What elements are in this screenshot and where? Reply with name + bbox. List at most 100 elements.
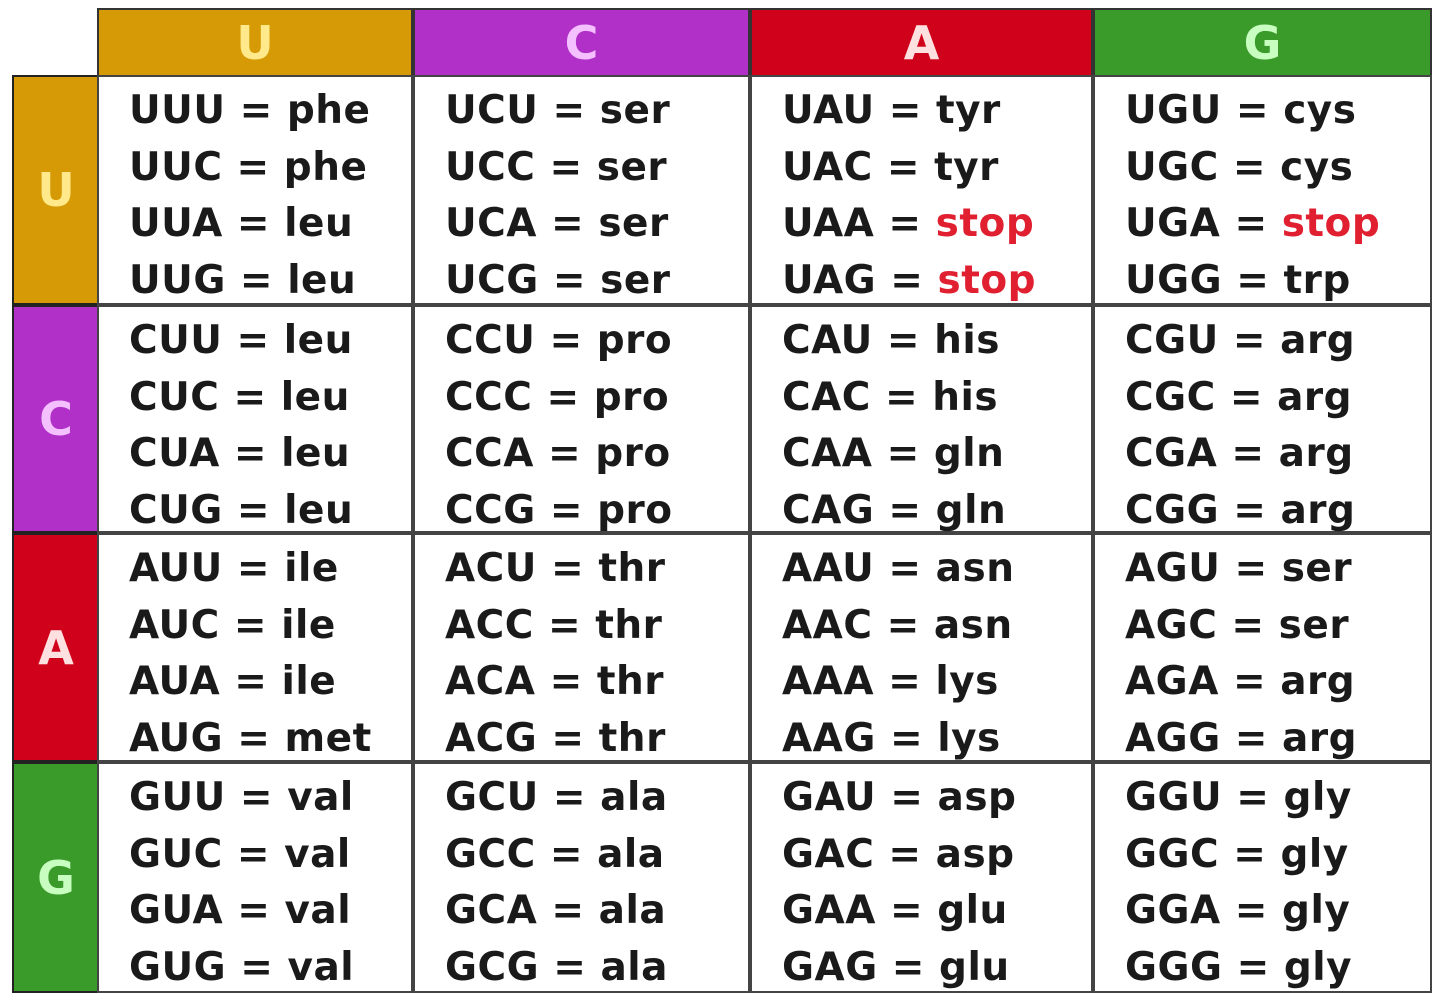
codon-entry: AGG = arg xyxy=(1125,711,1430,768)
codon: CAC = xyxy=(782,374,933,420)
amino-acid: ala xyxy=(600,944,668,990)
amino-acid: gly xyxy=(1280,831,1349,877)
codon-entry: GAC = asp xyxy=(782,827,1091,884)
codon-entry: GCC = ala xyxy=(445,827,748,884)
codon-entry: CUC = leu xyxy=(129,370,411,427)
amino-acid: gly xyxy=(1282,888,1351,933)
amino-acid: val xyxy=(287,775,354,820)
codon-entry: AUC = ile xyxy=(129,598,411,655)
codon: GGU = xyxy=(1125,775,1284,820)
codon-entry: GGC = gly xyxy=(1125,827,1430,884)
amino-acid: met xyxy=(284,715,372,761)
column-header-A: A xyxy=(750,8,1093,75)
amino-acid: asn xyxy=(933,602,1013,648)
codon-entry: UCC = ser xyxy=(445,140,748,197)
codon-entry: GCA = ala xyxy=(445,883,748,940)
amino-acid: asn xyxy=(935,546,1015,591)
codon: ACU = xyxy=(445,546,599,591)
codon: GAA = xyxy=(782,888,938,933)
row-header-U: U xyxy=(12,75,98,305)
amino-acid: arg xyxy=(1280,318,1356,363)
amino-acid: glu xyxy=(939,944,1010,990)
amino-acid: arg xyxy=(1278,431,1354,476)
codon: CAG = xyxy=(782,487,936,533)
codon: UAG = xyxy=(782,257,938,303)
codon-entry: CGA = arg xyxy=(1125,426,1430,483)
codon-cell: CCU = pro CCC = pro CCA = pro CCG = pro xyxy=(413,305,750,533)
codon: CGG = xyxy=(1125,487,1281,533)
codon: GAG = xyxy=(782,944,940,990)
stop-codon-label: stop xyxy=(1281,201,1381,246)
codon-entry: CGU = arg xyxy=(1125,313,1430,370)
amino-acid: lys xyxy=(937,715,1001,761)
codon-entry: UCA = ser xyxy=(445,196,748,253)
amino-acid: thr xyxy=(598,546,666,591)
codon: CUU = xyxy=(129,318,284,363)
codon: UGA = xyxy=(1125,201,1282,246)
amino-acid: cys xyxy=(1280,144,1354,190)
codon-entry: UGA = stop xyxy=(1125,196,1430,253)
codon: UGG = xyxy=(1125,257,1284,303)
codon-entry: AAG = lys xyxy=(782,711,1091,768)
amino-acid: ala xyxy=(598,888,667,933)
codon-entry: UGU = cys xyxy=(1125,83,1430,140)
amino-acid: arg xyxy=(1277,374,1353,420)
codon-entry: AAU = asn xyxy=(782,541,1091,598)
codon-entry: UGC = cys xyxy=(1125,140,1430,197)
codon-cell: UCU = ser UCC = ser UCA = ser UCG = ser xyxy=(413,75,750,305)
codon-entry: AUA = ile xyxy=(129,654,411,711)
codon-entry: GAU = asp xyxy=(782,770,1091,827)
stop-codon-label: stop xyxy=(935,201,1035,246)
codon: CCU = xyxy=(445,318,597,363)
codon: UCA = xyxy=(445,201,599,246)
codon: CCA = xyxy=(445,431,596,476)
codon-entry: UAG = stop xyxy=(782,253,1091,310)
amino-acid: gly xyxy=(1283,944,1353,990)
codon-entry: ACG = thr xyxy=(445,711,748,768)
codon-entry: AGU = ser xyxy=(1125,541,1430,598)
codon-cell: GCU = ala GCC = ala GCA = ala GCG = ala xyxy=(413,762,750,993)
amino-acid: trp xyxy=(1283,257,1351,303)
codon: UCG = xyxy=(445,257,601,303)
codon-entry: GGU = gly xyxy=(1125,770,1430,827)
codon: AUC = xyxy=(129,602,282,648)
codon-entry: GAG = glu xyxy=(782,940,1091,997)
amino-acid: leu xyxy=(287,257,357,303)
codon: AGU = xyxy=(1125,546,1282,591)
codon-entry: UCU = ser xyxy=(445,83,748,140)
codon: CUG = xyxy=(129,487,285,533)
amino-acid: arg xyxy=(1280,659,1356,704)
amino-acid: gln xyxy=(933,431,1005,476)
codon-cell: AAU = asn AAC = asn AAA = lys AAG = lys xyxy=(750,533,1093,762)
amino-acid: cys xyxy=(1283,88,1357,133)
codon-cell: GUU = val GUC = val GUA = val GUG = val xyxy=(97,762,413,993)
codon: AAU = xyxy=(782,546,936,591)
codon: UAU = xyxy=(782,88,936,133)
codon: GCC = xyxy=(445,831,598,877)
amino-acid: asp xyxy=(937,775,1017,820)
amino-acid: lys xyxy=(935,659,999,704)
codon-entry: CGG = arg xyxy=(1125,483,1430,540)
amino-acid: leu xyxy=(284,487,354,533)
codon-entry: CUA = leu xyxy=(129,426,411,483)
amino-acid: phe xyxy=(286,88,371,133)
codon-entry: CUG = leu xyxy=(129,483,411,540)
codon-entry: UUC = phe xyxy=(129,140,411,197)
amino-acid: pro xyxy=(595,431,671,476)
amino-acid: ser xyxy=(600,257,671,303)
codon-entry: GUA = val xyxy=(129,883,411,940)
stop-codon-label: stop xyxy=(937,257,1037,303)
codon: UAC = xyxy=(782,144,935,190)
codon: UCU = xyxy=(445,88,600,133)
codon-entry: UAU = tyr xyxy=(782,83,1091,140)
codon: GCU = xyxy=(445,775,601,820)
codon: CAU = xyxy=(782,318,935,363)
row-header-A: A xyxy=(12,533,98,762)
amino-acid: pro xyxy=(596,318,673,363)
codon: GGC = xyxy=(1125,831,1281,877)
codon: GUU = xyxy=(129,775,288,820)
codon: UUU = xyxy=(129,88,287,133)
codon-entry: CCU = pro xyxy=(445,313,748,370)
amino-acid: gln xyxy=(935,487,1007,533)
codon-entry: UUU = phe xyxy=(129,83,411,140)
